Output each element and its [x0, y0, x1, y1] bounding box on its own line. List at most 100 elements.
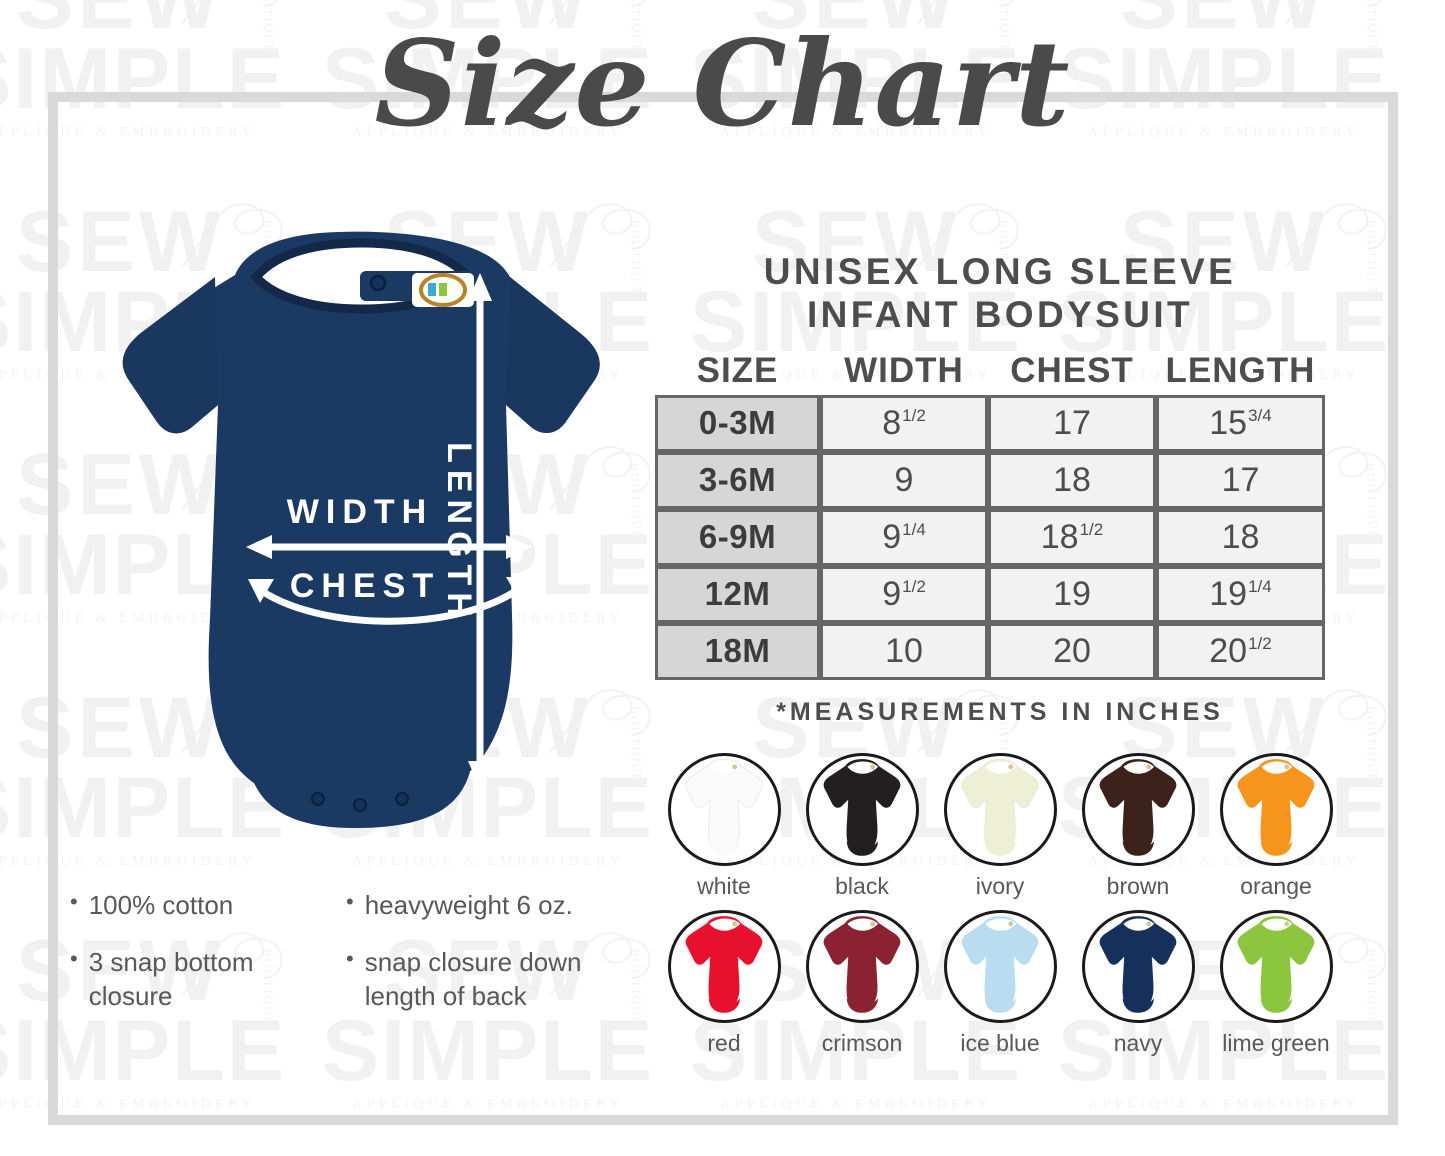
watermark-subtitle: APPLIQUE & EMBROIDERY [352, 1096, 624, 1112]
table-row: 18M 10 20 201/2 [655, 622, 1325, 680]
color-swatch[interactable]: lime green [1207, 909, 1345, 1057]
color-swatch[interactable]: ivory [931, 752, 1069, 900]
value-fraction: 1/2 [902, 406, 926, 426]
swatch-label: red [707, 1029, 741, 1056]
value-whole: 9 [894, 460, 914, 499]
cell-width: 9 [820, 451, 988, 509]
swatch-label: orange [1240, 872, 1312, 899]
value-whole: 18 [1221, 517, 1260, 556]
cell-length: 191/4 [1156, 565, 1325, 623]
cell-chest: 17 [988, 394, 1156, 452]
value-whole: 8 [882, 403, 902, 442]
color-swatch[interactable]: red [655, 909, 793, 1057]
swatch-circle-ice-blue[interactable] [943, 909, 1057, 1023]
swatch-circle-white[interactable] [667, 752, 781, 866]
value-whole: 17 [1221, 460, 1260, 499]
bullet-icon: • [346, 945, 354, 971]
cell-chest: 181/2 [988, 508, 1156, 566]
watermark-boutique-arc: BOUTIQUE [1363, 219, 1381, 298]
feature-item: • 100% cotton [70, 888, 330, 923]
color-swatch[interactable]: navy [1069, 909, 1207, 1057]
color-swatch[interactable]: orange [1207, 752, 1345, 900]
cell-chest: 20 [988, 622, 1156, 680]
swatch-circle-black[interactable] [805, 752, 919, 866]
swatch-circle-orange[interactable] [1219, 752, 1333, 866]
cell-size: 18M [655, 622, 820, 680]
feature-text: 3 snap bottom closure [88, 946, 254, 1012]
swatch-circle-red[interactable] [667, 909, 781, 1023]
swatch-label: ivory [975, 872, 1025, 899]
width-label: WIDTH [287, 493, 433, 531]
cell-length: 17 [1156, 451, 1325, 509]
features-column-2: • heavyweight 6 oz. • snap closure down … [346, 888, 606, 1036]
swatch-circle-brown[interactable] [1081, 752, 1195, 866]
value-whole: 20 [1053, 631, 1091, 670]
swatch-label: crimson [821, 1029, 903, 1056]
bullet-icon: • [70, 945, 78, 971]
watermark-subtitle: APPLIQUE & EMBROIDERY [0, 853, 256, 869]
watermark-boutique-arc: BOUTIQUE [1363, 948, 1381, 1027]
length-label: LENGTH [440, 442, 478, 624]
bodysuit-thumb-icon [1237, 916, 1315, 1013]
features-column-1: • 100% cotton • 3 snap bottom closure [70, 888, 330, 1036]
watermark-subtitle: APPLIQUE & EMBROIDERY [0, 1096, 256, 1112]
watermark-boutique-arc: BOUTIQUE [1363, 705, 1381, 784]
swatch-label: black [835, 872, 889, 899]
column-header-width: WIDTH [844, 350, 964, 390]
value-whole: 15 [1209, 403, 1248, 442]
value-whole: 19 [1209, 574, 1248, 613]
bodysuit-thumb-icon [685, 916, 763, 1013]
bodysuit-thumb-icon [1237, 759, 1315, 856]
feature-text: 100% cotton [88, 890, 234, 920]
column-header-chest: CHEST [1010, 350, 1134, 390]
bodysuit-thumb-icon [823, 916, 901, 1013]
swatch-circle-crimson[interactable] [805, 909, 919, 1023]
color-swatch[interactable]: ice blue [931, 909, 1069, 1057]
swatch-label: ice blue [960, 1029, 1040, 1056]
brand-tag [412, 273, 474, 307]
chart-heading-line2: INFANT BODYSUIT [806, 294, 1194, 336]
bodysuit-thumb-icon [1099, 916, 1177, 1013]
size-table: SIZE WIDTH CHEST LENGTH 0-3M 81/2 17 153/4 3… [655, 351, 1325, 680]
bodysuit-thumb-icon [823, 759, 901, 856]
swatch-label: white [697, 872, 751, 899]
column-header-size: SIZE [696, 350, 779, 390]
swatch-circle-lime-green[interactable] [1219, 909, 1333, 1023]
chart-heading-line1: UNISEX LONG SLEEVE [763, 251, 1237, 292]
value-fraction: 1/2 [1079, 520, 1104, 540]
color-swatch[interactable]: black [793, 752, 931, 900]
cell-chest: 19 [988, 565, 1156, 623]
bullet-icon: • [346, 889, 354, 914]
value-whole: 9 [882, 517, 902, 556]
swatch-circle-navy[interactable] [1081, 909, 1195, 1023]
value-fraction: 1/2 [902, 577, 926, 597]
swatch-label: brown [1106, 872, 1170, 899]
swatch-circle-ivory[interactable] [943, 752, 1057, 866]
chart-heading: UNISEX LONG SLEEVE INFANT BODYSUIT [655, 250, 1345, 337]
cell-length: 153/4 [1156, 394, 1325, 452]
cell-chest: 18 [988, 451, 1156, 509]
color-swatch[interactable]: brown [1069, 752, 1207, 900]
value-whole: 10 [885, 631, 923, 670]
cell-width: 10 [820, 622, 988, 680]
value-fraction: 3/4 [1248, 406, 1272, 426]
bodysuit-thumb-icon [685, 758, 763, 856]
watermark-boutique-arc: BOUTIQUE [1363, 462, 1381, 541]
value-whole: 20 [1209, 631, 1248, 670]
feature-item: • 3 snap bottom closure [70, 945, 330, 1014]
cell-width: 91/4 [820, 508, 988, 566]
swatch-label: lime green [1222, 1029, 1330, 1056]
column-header-length: LENGTH [1165, 350, 1316, 390]
bodysuit-thumb-icon [1099, 759, 1177, 856]
color-swatch[interactable]: white [655, 752, 793, 900]
feature-text: heavyweight 6 oz. [364, 890, 573, 920]
table-row: 12M 91/2 19 191/4 [655, 565, 1325, 623]
value-whole: 9 [882, 574, 902, 613]
color-swatch[interactable]: crimson [793, 909, 931, 1057]
watermark-subtitle: APPLIQUE & EMBROIDERY [720, 1096, 992, 1112]
value-whole: 19 [1053, 574, 1091, 613]
garment-illustration: WIDTH CHEST LENGTH [60, 215, 640, 835]
cell-length: 201/2 [1156, 622, 1325, 680]
table-row: 3-6M 9 18 17 [655, 451, 1325, 509]
table-row: 6-9M 91/4 181/2 18 [655, 508, 1325, 566]
